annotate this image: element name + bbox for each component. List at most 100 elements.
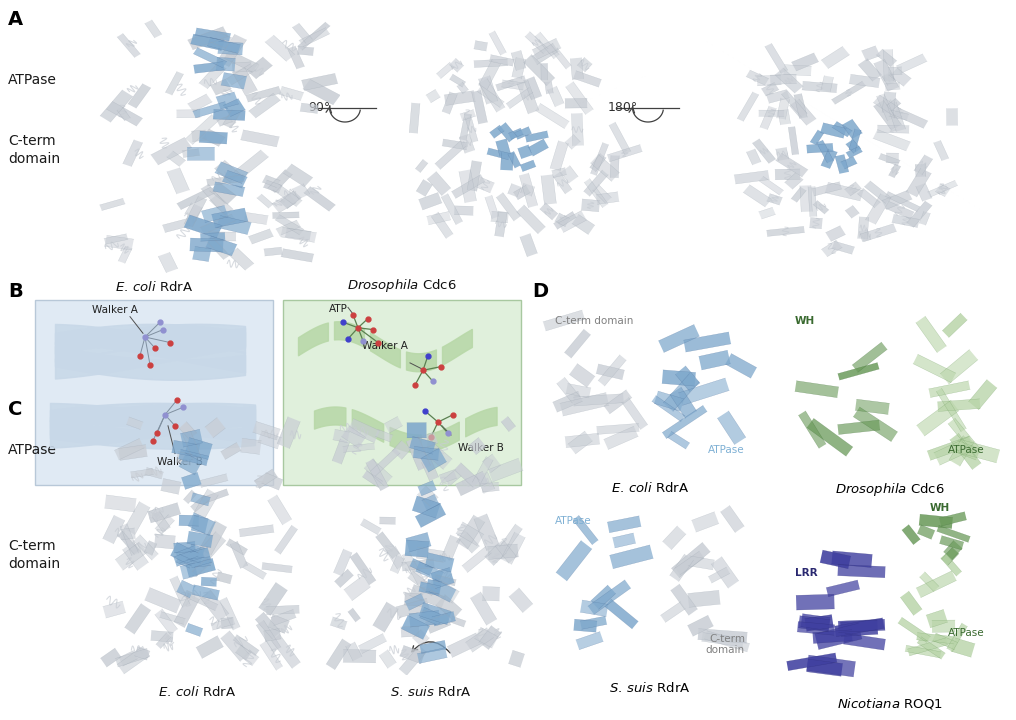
Polygon shape bbox=[258, 431, 281, 449]
Polygon shape bbox=[202, 129, 226, 146]
Polygon shape bbox=[580, 600, 609, 616]
Polygon shape bbox=[866, 194, 891, 225]
Polygon shape bbox=[852, 342, 887, 372]
Polygon shape bbox=[662, 405, 707, 438]
Polygon shape bbox=[581, 199, 600, 212]
Polygon shape bbox=[233, 68, 257, 95]
Polygon shape bbox=[201, 577, 216, 586]
Polygon shape bbox=[407, 571, 437, 596]
Text: C: C bbox=[8, 400, 22, 419]
Polygon shape bbox=[216, 215, 251, 235]
Polygon shape bbox=[428, 577, 459, 603]
Polygon shape bbox=[788, 127, 799, 155]
Polygon shape bbox=[192, 585, 219, 600]
Polygon shape bbox=[196, 636, 224, 659]
Polygon shape bbox=[188, 513, 215, 536]
Polygon shape bbox=[115, 648, 149, 667]
Polygon shape bbox=[474, 627, 498, 648]
Polygon shape bbox=[877, 125, 909, 133]
Polygon shape bbox=[720, 505, 745, 533]
Polygon shape bbox=[604, 426, 638, 449]
Polygon shape bbox=[949, 436, 974, 467]
Polygon shape bbox=[266, 606, 300, 615]
Polygon shape bbox=[441, 194, 462, 225]
Polygon shape bbox=[257, 194, 273, 208]
Polygon shape bbox=[233, 634, 259, 656]
Text: ATP: ATP bbox=[328, 304, 347, 314]
Polygon shape bbox=[759, 110, 784, 117]
Polygon shape bbox=[798, 621, 835, 635]
Polygon shape bbox=[832, 122, 852, 137]
Polygon shape bbox=[565, 135, 580, 149]
Polygon shape bbox=[268, 169, 293, 193]
Polygon shape bbox=[118, 246, 132, 264]
Polygon shape bbox=[569, 364, 595, 387]
Polygon shape bbox=[166, 71, 184, 95]
Polygon shape bbox=[184, 197, 207, 228]
Polygon shape bbox=[885, 192, 920, 212]
Polygon shape bbox=[566, 384, 591, 398]
Polygon shape bbox=[708, 567, 729, 583]
Polygon shape bbox=[605, 599, 638, 629]
Polygon shape bbox=[939, 512, 966, 526]
Polygon shape bbox=[753, 139, 775, 163]
Polygon shape bbox=[609, 122, 631, 155]
Polygon shape bbox=[698, 629, 748, 643]
Polygon shape bbox=[174, 593, 199, 628]
Polygon shape bbox=[473, 40, 488, 51]
Polygon shape bbox=[459, 169, 477, 203]
Polygon shape bbox=[449, 58, 463, 72]
Polygon shape bbox=[906, 168, 932, 197]
Polygon shape bbox=[426, 580, 442, 594]
Polygon shape bbox=[217, 35, 247, 67]
Polygon shape bbox=[243, 562, 266, 580]
Polygon shape bbox=[190, 238, 224, 252]
Polygon shape bbox=[942, 313, 967, 338]
Polygon shape bbox=[416, 562, 443, 582]
Polygon shape bbox=[205, 418, 226, 438]
Polygon shape bbox=[174, 548, 204, 567]
Polygon shape bbox=[747, 149, 761, 165]
Polygon shape bbox=[298, 22, 330, 50]
Polygon shape bbox=[275, 215, 304, 235]
Polygon shape bbox=[473, 514, 500, 551]
Polygon shape bbox=[831, 81, 866, 104]
Polygon shape bbox=[167, 168, 190, 194]
Polygon shape bbox=[124, 501, 150, 535]
Polygon shape bbox=[588, 580, 631, 614]
Polygon shape bbox=[576, 631, 604, 649]
Polygon shape bbox=[898, 617, 931, 642]
Polygon shape bbox=[216, 572, 233, 584]
Polygon shape bbox=[534, 32, 559, 59]
Polygon shape bbox=[345, 642, 362, 661]
Polygon shape bbox=[800, 185, 812, 212]
Polygon shape bbox=[167, 151, 186, 166]
Polygon shape bbox=[883, 49, 894, 81]
Polygon shape bbox=[775, 169, 801, 180]
Polygon shape bbox=[876, 49, 897, 67]
Polygon shape bbox=[610, 545, 653, 569]
Polygon shape bbox=[882, 73, 896, 86]
Polygon shape bbox=[477, 177, 495, 193]
Polygon shape bbox=[660, 602, 686, 622]
Polygon shape bbox=[765, 43, 787, 73]
Polygon shape bbox=[853, 407, 898, 441]
Polygon shape bbox=[187, 544, 205, 563]
Polygon shape bbox=[426, 89, 440, 103]
Polygon shape bbox=[404, 593, 423, 606]
Polygon shape bbox=[180, 563, 197, 580]
Polygon shape bbox=[560, 392, 609, 416]
Polygon shape bbox=[704, 631, 750, 652]
Polygon shape bbox=[186, 559, 215, 577]
Polygon shape bbox=[590, 585, 616, 609]
Polygon shape bbox=[101, 648, 121, 667]
Polygon shape bbox=[916, 400, 959, 436]
Polygon shape bbox=[573, 394, 624, 406]
Text: C-term
domain: C-term domain bbox=[8, 135, 60, 166]
Polygon shape bbox=[877, 94, 895, 121]
Polygon shape bbox=[688, 556, 714, 570]
Polygon shape bbox=[402, 552, 425, 585]
Polygon shape bbox=[566, 81, 593, 114]
Bar bbox=[283, 300, 521, 485]
Polygon shape bbox=[882, 91, 896, 114]
